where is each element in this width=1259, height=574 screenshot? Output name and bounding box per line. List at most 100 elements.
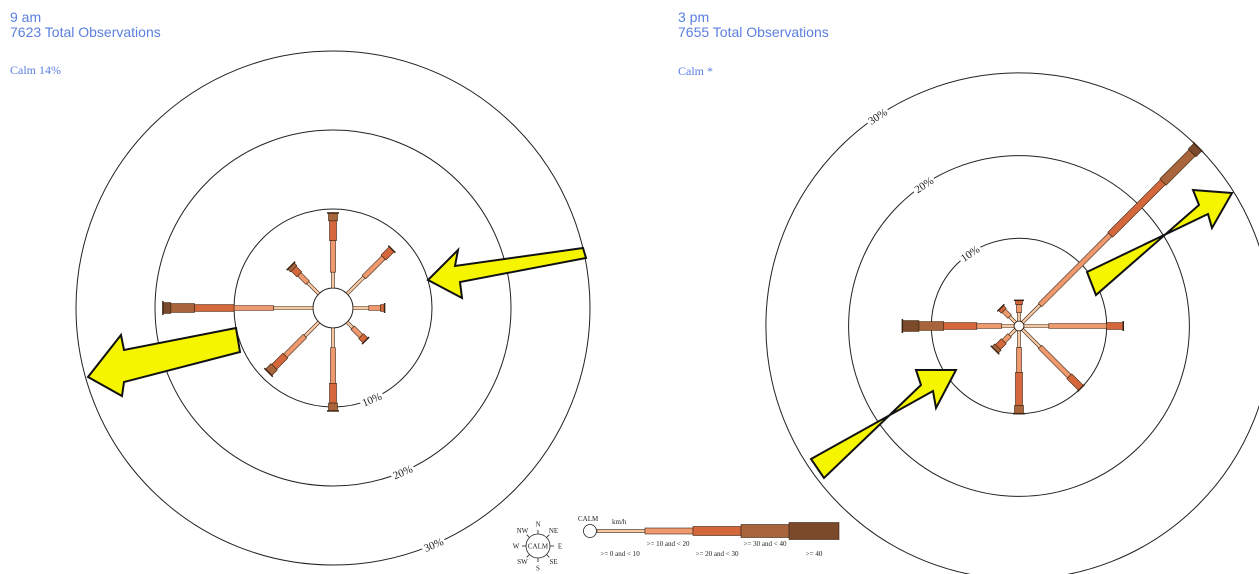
legend-compass-tick — [546, 534, 550, 538]
legend-bin-swatch-1 — [644, 527, 694, 535]
petal-SE-bin0 — [1021, 328, 1042, 349]
petal-W-bin0 — [1001, 324, 1015, 328]
legend-compass-label-S: S — [536, 565, 540, 573]
ring-label-10: 10% — [360, 391, 383, 410]
ring-label-mask — [956, 240, 984, 266]
legend-bin-swatch-0 — [596, 529, 646, 533]
petal-cap-SE — [1076, 383, 1086, 393]
petal-E-bin1 — [368, 305, 381, 311]
legend-bin-label-0: >= 0 and < 10 — [600, 550, 640, 558]
petal-cap-SW — [263, 367, 274, 378]
petal-cap-NE — [1192, 141, 1204, 153]
legend-compass-label-SW: SW — [517, 558, 528, 566]
ring-20pct — [848, 155, 1190, 497]
panel-1-calm-label: Calm 14% — [10, 63, 61, 77]
ring-20pct — [154, 129, 512, 487]
legend-compass-label-NW: NW — [517, 527, 529, 535]
ring-30pct — [765, 72, 1259, 574]
petal-S-bin2 — [329, 382, 337, 404]
petal-S-bin1 — [330, 347, 336, 384]
petal-NE-bin3 — [1159, 149, 1196, 186]
ring-label-mask — [863, 103, 892, 129]
ring-label-mask — [419, 533, 448, 556]
legend-compass-label-SE: SE — [549, 558, 557, 566]
legend-bin-label-1: >= 10 and < 20 — [647, 540, 690, 548]
petal-E-bin0 — [1023, 324, 1050, 328]
legend-compass-center: CALM — [528, 543, 549, 551]
petal-NE-bin0 — [345, 275, 366, 296]
panel-2-calm-label: Calm * — [678, 64, 713, 78]
panel-2-header: 3 pm 7655 Total Observations — [678, 10, 829, 40]
legend-bin-swatch-2 — [692, 526, 742, 536]
petal-cap-SW — [990, 345, 1000, 355]
petal-E-bin2 — [1106, 322, 1124, 330]
petal-S-bin2 — [1015, 372, 1023, 406]
petal-W-bin2 — [194, 304, 235, 312]
petal-S-bin0 — [1017, 330, 1021, 348]
petal-SE-bin1 — [1037, 344, 1072, 379]
ring-label-mask — [357, 387, 386, 411]
legend-compass-label-E: E — [558, 543, 562, 551]
panel-2-observations-label: 7655 Total Observations — [678, 24, 829, 40]
petal-NE-bin2 — [1107, 179, 1166, 238]
petal-SW-bin1 — [283, 333, 308, 358]
petal-N-bin0 — [1017, 312, 1021, 322]
legend-bin-swatch-3 — [740, 524, 790, 538]
ring-label-mask — [909, 172, 938, 198]
petal-S-bin1 — [1016, 347, 1022, 373]
petal-NW-bin0 — [306, 281, 321, 296]
annotation-arrow-4 — [809, 369, 958, 480]
legend-compass-tick — [526, 534, 530, 538]
petal-SW-bin0 — [303, 320, 321, 338]
ring-30pct — [75, 50, 591, 566]
annotation-arrow-1 — [426, 246, 588, 300]
petal-cap-NE — [387, 245, 396, 254]
arrow-shape-4 — [809, 369, 958, 480]
arrow-shape-2 — [86, 326, 242, 398]
petal-N-bin1 — [330, 240, 336, 273]
annotation-arrow-3 — [1085, 188, 1234, 297]
petal-E-bin1 — [1048, 323, 1107, 329]
petal-W-bin2 — [943, 322, 978, 330]
petal-N-bin3 — [328, 212, 338, 222]
wind-rose-3pm: 10%20%30% — [765, 72, 1259, 574]
petal-W-bin4 — [902, 320, 920, 332]
petal-S-bin0 — [331, 327, 335, 349]
annotation-arrow-2 — [86, 326, 242, 398]
panel-1-observations-label: 7623 Total Observations — [10, 24, 161, 40]
ring-label-mask — [388, 460, 417, 483]
legend-bin-swatch-4 — [788, 522, 840, 540]
arrow-shape-1 — [426, 246, 588, 300]
panel-1-time-label: 9 am — [10, 9, 42, 25]
petal-W-bin1 — [976, 323, 1002, 329]
petal-N-bin1 — [1016, 304, 1022, 314]
panel-1-header: 9 am 7623 Total Observations — [10, 10, 161, 40]
legend-calm-label: CALM — [578, 515, 599, 523]
petal-N-bin0 — [331, 271, 335, 289]
petal-W-bin0 — [273, 306, 314, 310]
petal-W-bin1 — [233, 305, 274, 311]
arrow-shape-3 — [1085, 188, 1234, 297]
legend-compass-label-N: N — [535, 521, 540, 529]
petal-W-bin3 — [918, 321, 945, 331]
panel-2-time-label: 3 pm — [678, 9, 710, 25]
petal-NE-bin0 — [1021, 303, 1042, 324]
petal-S-bin3 — [1014, 405, 1024, 415]
legend-units-label: km/h — [612, 518, 627, 526]
legend-compass-label-W: W — [513, 543, 520, 551]
ring-label-20: 20% — [391, 463, 414, 482]
petal-cap-NW — [996, 303, 1005, 312]
legend-compass-label-NE: NE — [549, 527, 558, 535]
wind-rose-9am: 10% 20% 30% — [75, 50, 591, 566]
ring-label-30: 30% — [422, 536, 445, 555]
legend-compass-tick — [546, 554, 550, 558]
legend-bin-label-4: >= 40 — [806, 550, 823, 558]
legend-compass-tick — [526, 554, 530, 558]
petal-NE-bin1 — [361, 255, 386, 280]
petal-W-bin4 — [162, 302, 172, 314]
petal-N-bin2 — [329, 220, 337, 241]
legend-bin-label-3: >= 30 and < 40 — [744, 540, 787, 548]
legend-bin-label-2: >= 20 and < 30 — [696, 550, 739, 558]
